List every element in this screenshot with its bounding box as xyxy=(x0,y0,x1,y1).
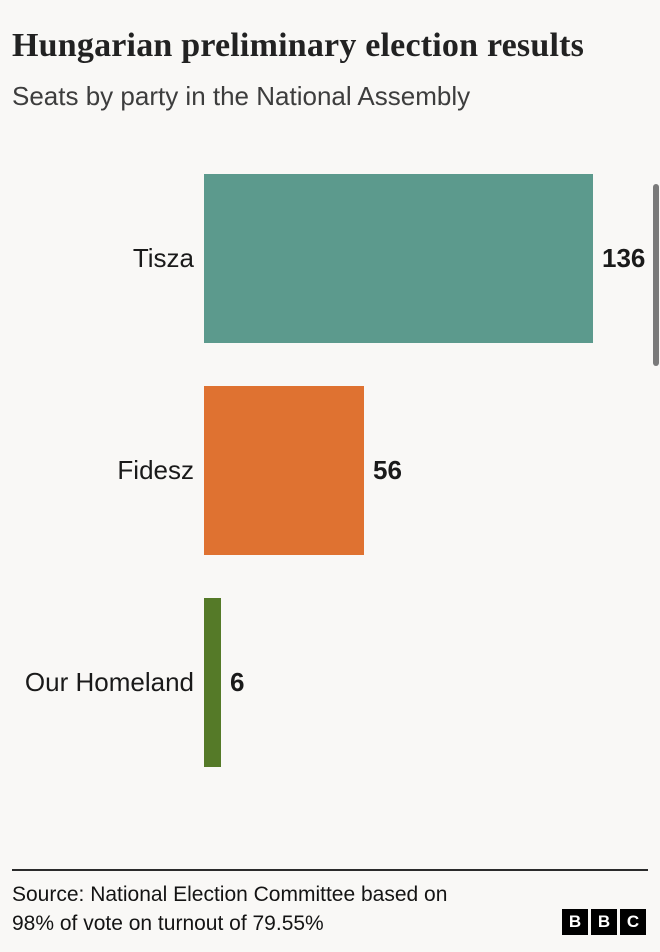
source-line-1: Source: National Election Committee base… xyxy=(12,883,448,907)
category-label-fidesz: Fidesz xyxy=(117,455,194,486)
chart-row: Our Homeland 6 xyxy=(12,598,648,768)
chart-subtitle: Seats by party in the National Assembly xyxy=(12,81,471,112)
bar-our-homeland xyxy=(204,598,221,768)
bbc-logo: B B C xyxy=(562,909,646,938)
value-label-our-homeland: 6 xyxy=(230,667,245,698)
chart-row: Fidesz 56 xyxy=(12,386,648,556)
value-label-fidesz: 56 xyxy=(373,455,402,486)
footer: Source: National Election Committee base… xyxy=(12,869,648,938)
chart-rows: Tisza 136 Fidesz 56 Our Homeland 6 xyxy=(12,174,648,768)
scrollbar-thumb[interactable] xyxy=(653,184,659,366)
page-title: Hungarian preliminary election results xyxy=(12,27,585,64)
bar-tisza xyxy=(204,174,593,344)
source-text: Source: National Election Committee base… xyxy=(12,881,447,938)
bbc-logo-letter-b1: B xyxy=(562,909,588,935)
value-label-tisza: 136 xyxy=(602,243,646,274)
source-line-2: 98% of vote on turnout of 79.55% xyxy=(12,911,324,935)
category-label-tisza: Tisza xyxy=(132,243,194,274)
bbc-logo-letter-b2: B xyxy=(591,909,617,935)
bar-fidesz xyxy=(204,386,364,556)
chart-row: Tisza 136 xyxy=(12,174,648,344)
bbc-logo-letter-c: C xyxy=(620,909,646,935)
bar-chart: Tisza 136 Fidesz 56 Our Homeland 6 xyxy=(12,174,648,768)
category-label-our-homeland: Our Homeland xyxy=(24,667,194,698)
